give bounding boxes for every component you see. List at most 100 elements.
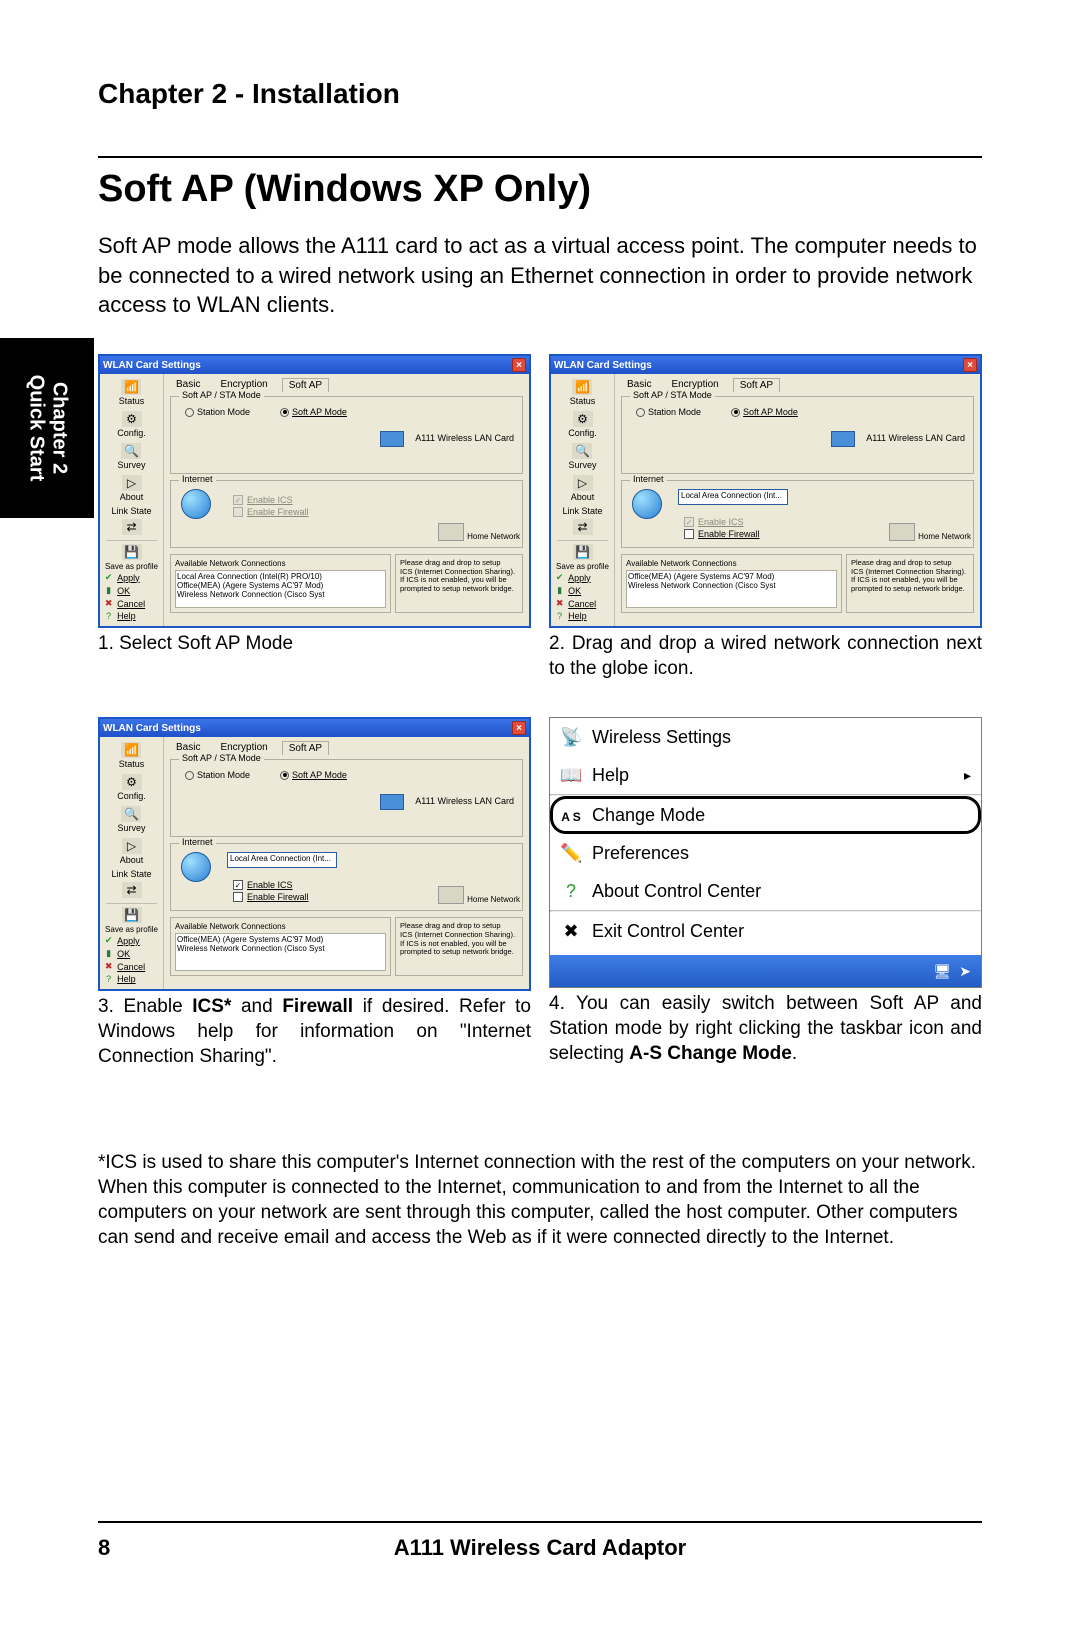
card-label: A111 Wireless LAN Card — [415, 433, 514, 443]
radio-station[interactable]: Station Mode — [636, 407, 701, 417]
globe-icon — [181, 852, 211, 882]
sidebar-config: Config. — [117, 429, 146, 438]
screenshot-2: WLAN Card Settings × 📶Status ⚙Config. 🔍S… — [549, 354, 982, 628]
chk-ics[interactable]: ✓Enable ICS — [233, 880, 516, 890]
sidebar-survey: Survey — [117, 461, 145, 470]
ok-button[interactable]: ▮OK — [554, 585, 611, 596]
globe-icon — [181, 489, 211, 519]
close-icon[interactable]: × — [512, 721, 526, 735]
card-icon — [380, 431, 404, 447]
apply-button[interactable]: ✔Apply — [103, 935, 160, 946]
save-profile-icon[interactable]: 💾 — [572, 543, 594, 561]
about-icon[interactable]: ▷ — [121, 474, 143, 492]
radio-softap[interactable]: Soft AP Mode — [731, 407, 798, 417]
sidebar: 📶Status ⚙Config. 🔍Survey ▷About Link Sta… — [100, 374, 164, 626]
caption-4: 4. You can easily switch between Soft AP… — [549, 992, 982, 1066]
preferences-icon: ✏️ — [560, 843, 582, 864]
tray-network-icon[interactable]: 🖥 — [933, 963, 951, 980]
chapter-header: Chapter 2 - Installation — [98, 78, 982, 110]
survey-icon[interactable]: 🔍 — [571, 442, 593, 460]
link-state-icon: ⇄ — [572, 518, 594, 536]
about-icon: ? — [560, 881, 582, 902]
status-icon[interactable]: 📶 — [571, 378, 593, 396]
screenshot-4-context-menu: 📡Wireless Settings 📖Help A SChange Mode … — [549, 717, 982, 988]
radio-station[interactable]: Station Mode — [185, 407, 250, 417]
help-button[interactable]: ?Help — [103, 974, 160, 984]
screenshot-1: WLAN Card Settings × 📶Status ⚙Config. 🔍S… — [98, 354, 531, 628]
conn-field[interactable]: Local Area Connection (Int... — [678, 489, 788, 505]
cancel-button[interactable]: ✖Cancel — [103, 961, 160, 972]
internet-legend: Internet — [179, 474, 216, 484]
radio-softap[interactable]: Soft AP Mode — [280, 770, 347, 780]
menu-wireless-settings[interactable]: 📡Wireless Settings — [550, 718, 981, 756]
footer: 8 A111 Wireless Card Adaptor — [98, 1521, 982, 1561]
help-button[interactable]: ?Help — [103, 611, 160, 621]
caption-3: 3. Enable ICS* and Firewall if desired. … — [98, 995, 531, 1069]
side-tab-line1: Chapter 2 — [47, 375, 70, 482]
config-icon[interactable]: ⚙ — [121, 410, 143, 428]
caption-1: 1. Select Soft AP Mode — [98, 632, 531, 657]
intro-paragraph: Soft AP mode allows the A111 card to act… — [98, 231, 982, 320]
change-mode-icon: A S — [560, 805, 582, 826]
ok-button[interactable]: ▮OK — [103, 948, 160, 959]
header-rule — [98, 156, 982, 158]
avail-list[interactable]: Office(MEA) (Agere Systems AC'97 Mod) Wi… — [175, 933, 386, 971]
avail-label: Available Network Connections — [175, 559, 386, 568]
mode-legend: Soft AP / STA Mode — [179, 390, 264, 400]
close-icon[interactable]: × — [963, 358, 977, 372]
footnote: *ICS is used to share this computer's In… — [98, 1150, 982, 1250]
hint-box: Please drag and drop to setup ICS (Inter… — [846, 554, 974, 613]
survey-icon[interactable]: 🔍 — [120, 442, 142, 460]
tab-softap[interactable]: Soft AP — [282, 378, 329, 392]
help-button[interactable]: ?Help — [554, 611, 611, 621]
product-name: A111 Wireless Card Adaptor — [98, 1535, 982, 1561]
screenshot-3: WLAN Card Settings × 📶Status ⚙Config. 🔍S… — [98, 717, 531, 991]
menu-exit[interactable]: ✖Exit Control Center — [550, 912, 981, 950]
card-icon — [831, 431, 855, 447]
title-bar: WLAN Card Settings × — [100, 356, 529, 374]
save-profile-label: Save as profile — [105, 563, 158, 571]
chk-ics: ✓Enable ICS — [684, 517, 967, 527]
globe-icon — [632, 489, 662, 519]
hint-box: Please drag and drop to setup ICS (Inter… — [395, 917, 523, 976]
config-icon[interactable]: ⚙ — [121, 773, 143, 791]
status-icon[interactable]: 📶 — [120, 741, 142, 759]
section-title: Soft AP (Windows XP Only) — [98, 168, 982, 211]
survey-icon[interactable]: 🔍 — [120, 805, 142, 823]
taskbar: 🖥 ➤ — [550, 955, 981, 987]
menu-change-mode[interactable]: A SChange Mode — [550, 796, 981, 834]
card-icon — [380, 794, 404, 810]
side-tab-line2: Quick Start — [24, 375, 47, 482]
link-state-icon: ⇄ — [121, 518, 143, 536]
ok-button[interactable]: ▮OK — [103, 585, 160, 596]
link-state-label: Link State — [111, 507, 151, 516]
home-network-icon — [438, 523, 464, 541]
config-icon[interactable]: ⚙ — [572, 410, 594, 428]
help-icon: 📖 — [560, 765, 582, 786]
about-icon[interactable]: ▷ — [572, 474, 594, 492]
menu-help[interactable]: 📖Help — [550, 756, 981, 794]
sidebar-about: About — [120, 493, 144, 502]
menu-preferences[interactable]: ✏️Preferences — [550, 834, 981, 872]
window-title: WLAN Card Settings — [103, 723, 201, 734]
menu-about[interactable]: ?About Control Center — [550, 872, 981, 910]
exit-icon: ✖ — [560, 921, 582, 942]
apply-button[interactable]: ✔Apply — [554, 572, 611, 583]
avail-list[interactable]: Office(MEA) (Agere Systems AC'97 Mod) Wi… — [626, 570, 837, 608]
about-icon[interactable]: ▷ — [121, 837, 143, 855]
cancel-button[interactable]: ✖Cancel — [103, 598, 160, 609]
radio-softap[interactable]: Soft AP Mode — [280, 407, 347, 417]
cancel-button[interactable]: ✖Cancel — [554, 598, 611, 609]
close-icon[interactable]: × — [512, 358, 526, 372]
tray-cursor-icon: ➤ — [959, 963, 971, 980]
conn-field[interactable]: Local Area Connection (Int... — [227, 852, 337, 868]
radio-station[interactable]: Station Mode — [185, 770, 250, 780]
status-icon[interactable]: 📶 — [120, 378, 142, 396]
window-title: WLAN Card Settings — [103, 360, 201, 371]
save-profile-icon[interactable]: 💾 — [121, 543, 143, 561]
avail-list[interactable]: Local Area Connection (Intel(R) PRO/10) … — [175, 570, 386, 608]
side-tab: Chapter 2 Quick Start — [0, 338, 94, 518]
save-profile-icon[interactable]: 💾 — [121, 906, 143, 924]
chk-ics: ✓Enable ICS — [233, 495, 516, 505]
apply-button[interactable]: ✔Apply — [103, 572, 160, 583]
